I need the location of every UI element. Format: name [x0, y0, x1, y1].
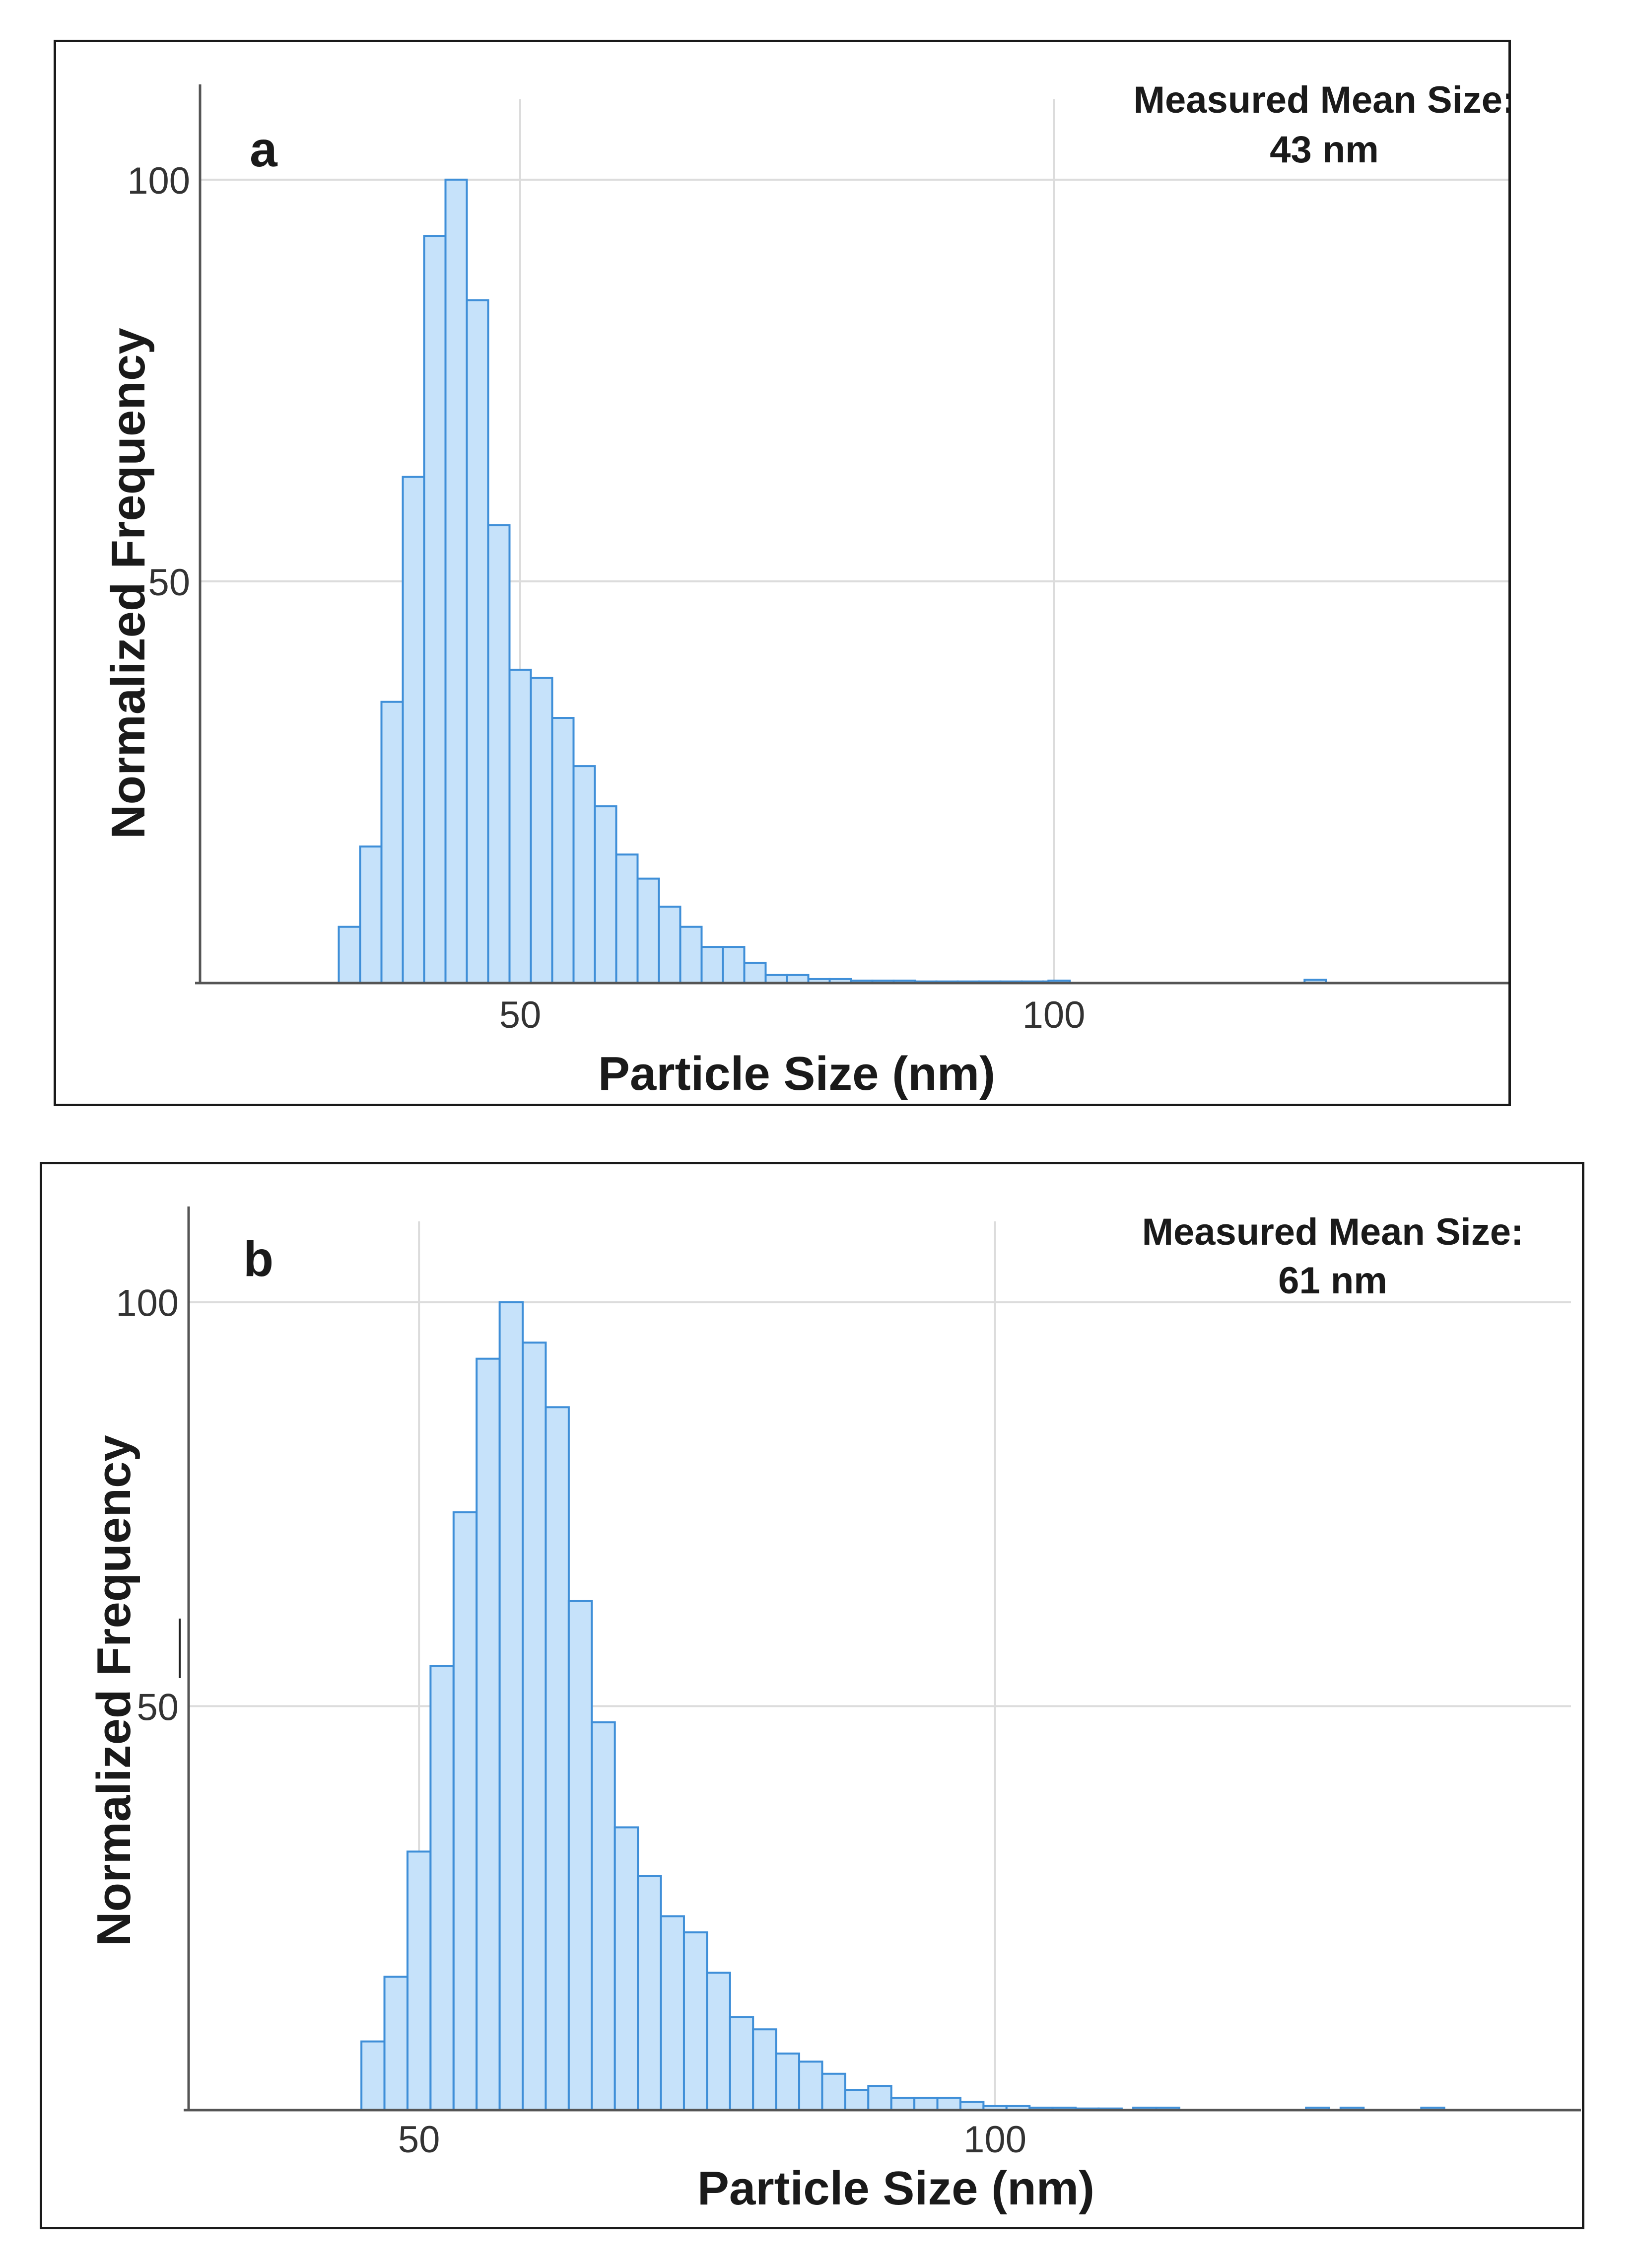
histogram-bar-b-25 — [936, 2097, 961, 2112]
histogram-bar-b-21 — [844, 2089, 870, 2112]
x-axis-title-a: Particle Size (nm) — [598, 1047, 995, 1100]
mean-size-value-b: 61 nm — [1278, 1260, 1387, 1302]
histogram-bar-b-4 — [452, 1511, 478, 2111]
histogram-bar-b-12 — [637, 1875, 662, 2112]
panel-label-a: a — [250, 122, 278, 177]
histogram-bar-b-0 — [360, 2040, 386, 2111]
x-tick-label-a-100: 100 — [1022, 994, 1086, 1036]
histogram-panel-a: a Measured Mean Size: 43 nm Particle Siz… — [54, 40, 1511, 1106]
histogram-bar-a-17 — [700, 946, 724, 984]
chart-a-svg: a Measured Mean Size: 43 nm Particle Siz… — [102, 79, 1508, 1100]
mean-size-value-a: 43 nm — [1270, 129, 1379, 171]
y-tick-label-b-50: 50 — [136, 1686, 179, 1728]
histogram-bar-b-20 — [821, 2072, 846, 2111]
histogram-bar-b-22 — [867, 2085, 892, 2111]
y-axis-title-a: Normalized Frequency — [102, 328, 155, 839]
histogram-bar-a-3 — [402, 476, 425, 984]
chart-b-svg: b Measured Mean Size: 61 nm Particle Siz… — [87, 1206, 1581, 2215]
histogram-bar-b-2 — [406, 1850, 432, 2111]
histogram-bar-b-7 — [522, 1342, 547, 2111]
histogram-panel-b: b Measured Mean Size: 61 nm Particle Siz… — [40, 1162, 1584, 2229]
histogram-bar-a-0 — [338, 925, 361, 985]
histogram-bar-a-11 — [572, 765, 596, 985]
mean-size-title-b: Measured Mean Size: — [1142, 1211, 1524, 1253]
y-tick-label-a-50: 50 — [148, 562, 190, 604]
histogram-bar-a-2 — [380, 701, 404, 984]
histogram-bar-b-6 — [498, 1301, 524, 2111]
histogram-bar-b-1 — [383, 1976, 409, 2111]
histogram-bar-b-3 — [429, 1665, 455, 2111]
histogram-bar-a-18 — [722, 946, 746, 984]
histogram-bar-b-23 — [890, 2097, 916, 2112]
histogram-bar-a-14 — [636, 877, 660, 984]
x-tick-label-b-50: 50 — [398, 2119, 440, 2161]
histogram-bar-a-6 — [466, 299, 489, 985]
histogram-bar-b-5 — [476, 1357, 501, 2111]
histogram-bar-b-19 — [798, 2060, 823, 2112]
histogram-bar-b-11 — [614, 1826, 639, 2112]
histogram-bar-b-17 — [752, 2028, 777, 2111]
histogram-bar-a-5 — [444, 178, 468, 984]
histogram-bar-a-9 — [530, 677, 553, 985]
bars-a — [338, 178, 1327, 985]
y-tick-label-b-100: 100 — [116, 1282, 179, 1325]
x-tick-label-a-50: 50 — [499, 994, 542, 1036]
histogram-bar-a-12 — [594, 805, 617, 984]
histogram-bar-a-4 — [423, 235, 447, 984]
histogram-bar-a-10 — [551, 717, 575, 984]
histogram-bar-b-9 — [567, 1600, 593, 2111]
histogram-bar-a-19 — [743, 962, 767, 984]
y-tick-label-a-100: 100 — [127, 160, 190, 202]
grid-b — [189, 1221, 1571, 2110]
histogram-bar-a-7 — [487, 524, 511, 984]
histogram-bar-b-16 — [729, 2016, 754, 2112]
histogram-bar-b-15 — [706, 1972, 731, 2111]
bars-b — [360, 1301, 1445, 2112]
mean-size-title-a: Measured Mean Size: — [1134, 79, 1508, 121]
histogram-bar-b-8 — [545, 1406, 570, 2112]
histogram-bar-a-16 — [679, 925, 703, 985]
histogram-bar-b-24 — [913, 2097, 939, 2112]
histogram-bar-a-1 — [359, 845, 383, 984]
histogram-bar-b-14 — [682, 1931, 708, 2111]
histogram-bar-a-8 — [508, 668, 532, 984]
x-tick-label-b-100: 100 — [963, 2119, 1026, 2161]
histogram-bar-b-10 — [591, 1721, 616, 2111]
histogram-bar-b-18 — [775, 2053, 801, 2112]
histogram-bar-a-15 — [658, 906, 682, 984]
histogram-bar-b-13 — [660, 1915, 685, 2112]
panel-label-b: b — [243, 1231, 273, 1287]
y-axis-title-b: Normalized Frequency — [87, 1435, 140, 1946]
x-axis-title-b: Particle Size (nm) — [697, 2162, 1094, 2215]
histogram-bar-a-13 — [615, 853, 639, 985]
